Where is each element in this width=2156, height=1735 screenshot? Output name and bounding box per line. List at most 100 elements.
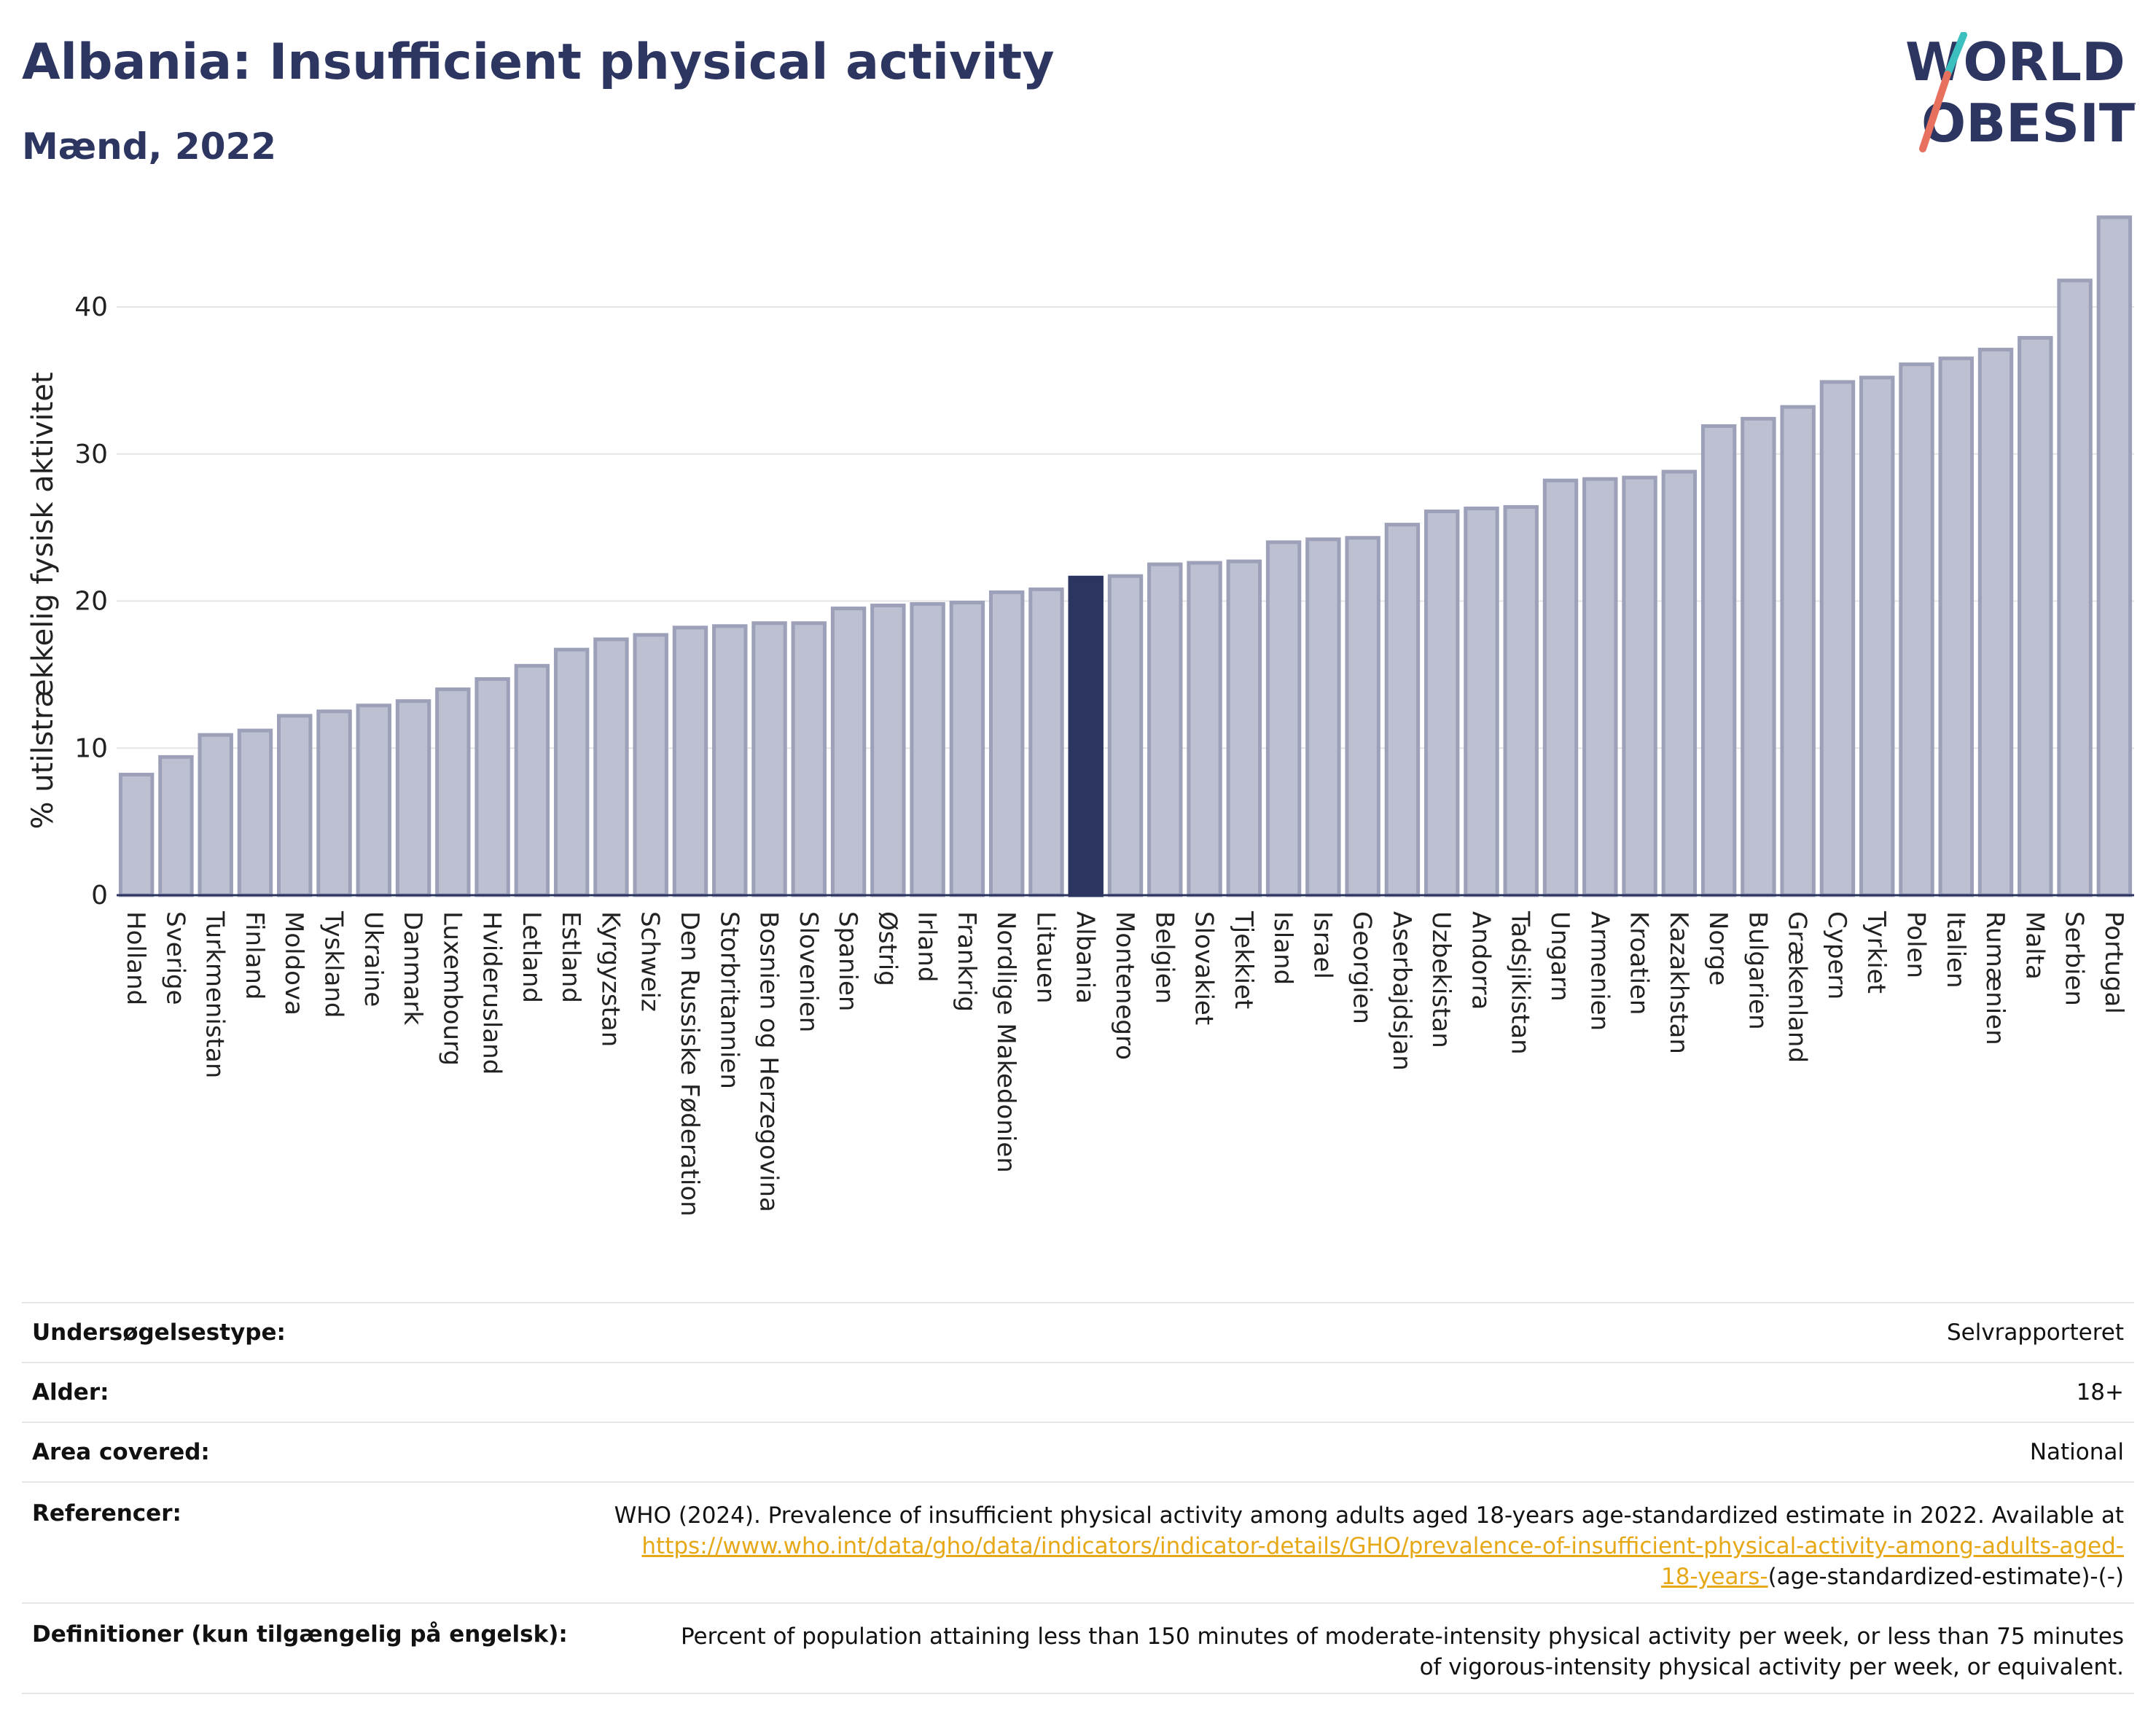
x-tick-label: Den Russiske Føderation [675, 911, 704, 1217]
bar-den-russiske-føderation [672, 625, 708, 897]
info-value: National [2029, 1439, 2124, 1465]
page-subtitle: Mænd, 2022 [22, 125, 277, 168]
x-tick-label: Ungarn [1545, 911, 1574, 1002]
bar-cypern [1819, 380, 1856, 897]
x-tick-label: Litauen [1031, 911, 1060, 1004]
bar-rumænien [1977, 348, 2014, 897]
bar-portugal [2096, 215, 2133, 897]
x-tick-label: Finland [240, 911, 269, 1000]
bar-schweiz [633, 633, 668, 897]
y-tick-label: 30 [74, 440, 108, 469]
x-tick-label: Turkmenistan [200, 911, 230, 1078]
x-tick-label: Belgien [1149, 911, 1179, 1004]
x-tick-label: Grækenland [1783, 911, 1812, 1063]
bar-nordlige-makedonien [988, 590, 1025, 897]
bar-island [1265, 540, 1302, 897]
bar-danmark [395, 699, 431, 897]
x-tick-label: Tjekkiet [1229, 911, 1258, 1009]
bar-finland [237, 728, 273, 897]
x-tick-label: Kroatien [1625, 911, 1654, 1015]
bar-grækenland [1780, 405, 1816, 897]
bar-tyskland [316, 709, 352, 897]
bar-kyrgyzstan [593, 637, 629, 897]
x-tick-label: Norge [1703, 911, 1733, 986]
world-obesity-logo: WORLD OBESITY [1905, 32, 2136, 154]
x-tick-label: Spanien [833, 911, 862, 1011]
reference-link-continued[interactable]: 18-years- [1660, 1564, 1768, 1590]
bar-tadsjikistan [1503, 504, 1539, 897]
bar-ungarn [1542, 478, 1579, 897]
x-tick-label: Montenegro [1110, 911, 1139, 1060]
bar-ukraine [356, 703, 391, 897]
y-axis-title: % utilstrækkelig fysisk aktivitet [26, 372, 60, 829]
bar-frankrig [949, 601, 985, 897]
bar-israel [1305, 537, 1341, 897]
bar-italien [1938, 356, 1974, 897]
bar-hviderusland [474, 677, 510, 897]
definition-value: Percent of population attaining less tha… [680, 1623, 2124, 1680]
info-row-area: Area covered: National [22, 1422, 2134, 1482]
x-tick-label: Bosnien og Herzegovina [754, 911, 784, 1212]
bar-montenegro [1107, 574, 1144, 897]
svg-text:OBESITY: OBESITY [1921, 93, 2136, 154]
x-tick-label: Storbritannien [714, 911, 743, 1089]
bar-bosnien-og-herzegovina [751, 621, 787, 897]
x-tick-label: Luxembourg [437, 911, 466, 1066]
reference-link[interactable]: https://www.who.int/data/gho/data/indica… [641, 1533, 2124, 1559]
bar-belgien [1147, 562, 1183, 897]
bar-holland [118, 773, 155, 897]
bar-spanien [830, 607, 867, 897]
info-label: Referencer: [32, 1500, 181, 1527]
x-tick-label: Malta [2020, 911, 2049, 980]
bar-kazakhstan [1661, 469, 1698, 897]
x-tick-label: Georgien [1348, 911, 1377, 1024]
x-tick-label: Kyrgyzstan [595, 911, 625, 1047]
bar-litauen [1028, 587, 1064, 897]
bar-norge [1700, 424, 1737, 897]
x-tick-label: Aserbajdsjan [1387, 911, 1416, 1071]
reference-suffix: (age-standardized-estimate)-(-) [1768, 1564, 2124, 1590]
x-tick-label: Tadsjikistan [1506, 911, 1535, 1055]
y-tick-label: 10 [74, 733, 108, 763]
x-tick-label: Israel [1308, 911, 1337, 979]
bar-moldova [277, 714, 313, 897]
info-table: Undersøgelsestype: Selvrapporteret Alder… [22, 1302, 2134, 1694]
x-tick-label: Schweiz [636, 911, 665, 1012]
x-tick-label: Moldova [279, 911, 308, 1015]
x-tick-label: Kazakhstan [1664, 911, 1693, 1054]
y-tick-label: 40 [74, 292, 108, 322]
x-tick-label: Slovakiet [1190, 911, 1219, 1025]
info-value: Selvrapporteret [1946, 1319, 2124, 1346]
x-tick-label: Ukraine [359, 911, 388, 1007]
bar-polen [1899, 362, 1934, 897]
bar-turkmenistan [198, 733, 233, 897]
x-tick-label: Albania [1071, 911, 1100, 1004]
x-tick-label: Tyrkiet [1862, 911, 1891, 994]
bar-tjekkiet [1226, 559, 1262, 897]
x-tick-label: Hviderusland [477, 911, 507, 1075]
info-value: 18+ [2076, 1379, 2124, 1405]
y-tick-label: 20 [74, 587, 108, 617]
bar-malta [2018, 335, 2053, 897]
bar-østrig [870, 604, 906, 897]
x-tick-label: Polen [1901, 911, 1930, 978]
reference-value: WHO (2024). Prevalence of insufficient p… [578, 1482, 2134, 1603]
x-tick-label: Italien [1941, 911, 1970, 989]
info-row-references: Referencer: WHO (2024). Prevalence of in… [22, 1482, 2134, 1603]
x-tick-label: Bulgarien [1743, 911, 1772, 1030]
x-tick-label: Danmark [398, 911, 427, 1025]
bar-andorra [1464, 506, 1499, 897]
bar-aserbajdsjan [1384, 523, 1421, 897]
x-tick-label: Island [1268, 911, 1297, 985]
bar-georgien [1345, 536, 1380, 897]
bar-armenien [1582, 477, 1618, 897]
x-tick-label: Serbien [2060, 911, 2089, 1006]
bar-storbritannien [712, 624, 748, 897]
x-tick-label: Holland [121, 911, 150, 1005]
info-row-definitions: Definitioner (kun tilgængelig på engelsk… [22, 1603, 2134, 1693]
bar-uzbekistan [1423, 509, 1460, 897]
info-row-age: Alder: 18+ [22, 1362, 2134, 1422]
page-title: Albania: Insufficient physical activity [22, 34, 1055, 91]
bar-letland [514, 663, 550, 897]
x-tick-label: Slovenien [794, 911, 823, 1032]
